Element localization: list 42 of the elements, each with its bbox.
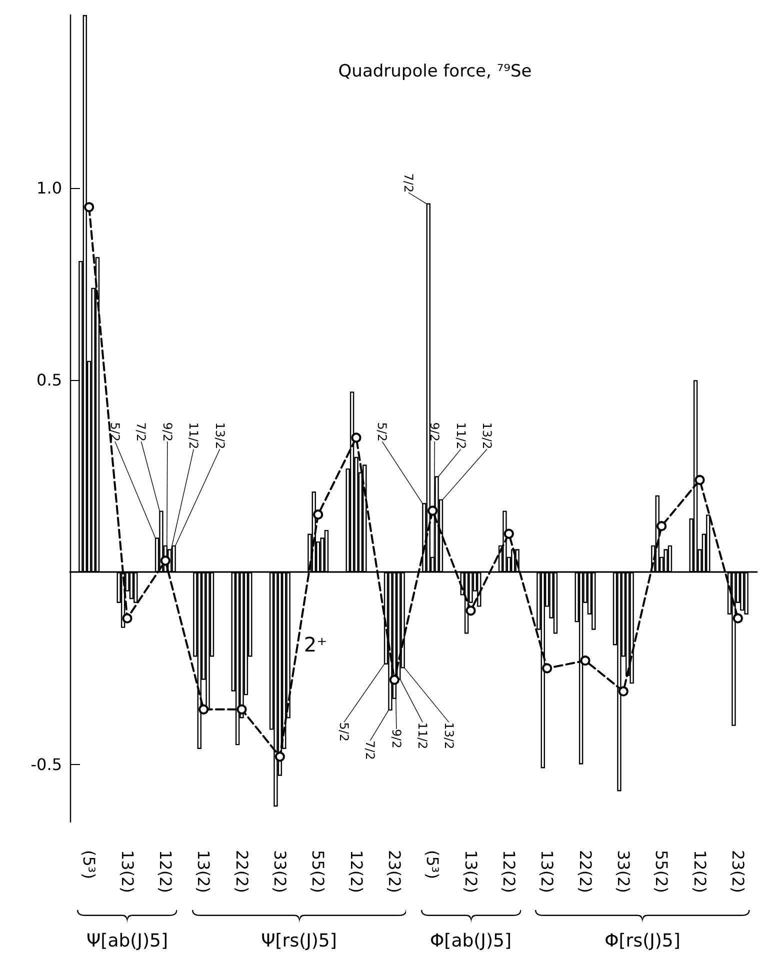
text: 13/2 [480,422,494,450]
text: 11/2 [454,422,468,450]
y-tick-label: 0.5 [36,370,62,390]
x-tick-label: 55(2) [652,850,672,894]
text: Quadrupole force, ⁷⁹Se [338,62,532,82]
x-tick-label: 13(2) [118,850,137,894]
text: 5/2 [337,722,352,742]
text: 13/2 [442,722,456,750]
x-tick-label: 22(2) [576,850,595,894]
text: Ψ[rs(J)5] [261,930,337,952]
x-tick-label: 13(2) [461,850,480,894]
x-tick-label: (5³) [80,850,99,880]
text: 9/2 [428,422,442,442]
x-tick-label: 12(2) [690,850,710,894]
text: 9/2 [160,422,174,442]
y-tick-label: 1.0 [36,178,62,198]
text: 9/2 [389,729,404,748]
x-tick-label: 33(2) [270,850,290,894]
text: 5/2 [375,422,390,442]
x-tick-label: 55(2) [308,850,328,894]
x-tick-label: 23(2) [384,850,404,894]
series-label: 2⁺ [304,632,328,657]
text: 7/2 [401,173,416,193]
x-tick-label: 23(2) [728,850,748,894]
text: 7/2 [363,740,378,760]
x-tick-label: 12(2) [156,850,175,894]
text: Φ[rs(J)5] [604,930,680,952]
text: 11/2 [416,722,430,750]
x-tick-label: 12(2) [346,850,366,894]
text: 13/2 [212,422,227,450]
x-tick-label: 12(2) [499,850,518,894]
text: 7/2 [134,422,148,442]
text: Ψ[ab(J)5] [86,930,168,952]
x-tick-label: (5³) [423,850,442,880]
x-tick-label: 13(2) [194,850,214,894]
x-tick-label: 13(2) [538,850,557,894]
text: 11/2 [186,422,201,450]
y-tick-label: -0.5 [30,754,62,774]
x-tick-label: 22(2) [232,850,252,894]
x-tick-label: 33(2) [614,850,633,894]
text: 5/2 [108,422,122,442]
text: Φ[ab(J)5] [430,930,512,952]
